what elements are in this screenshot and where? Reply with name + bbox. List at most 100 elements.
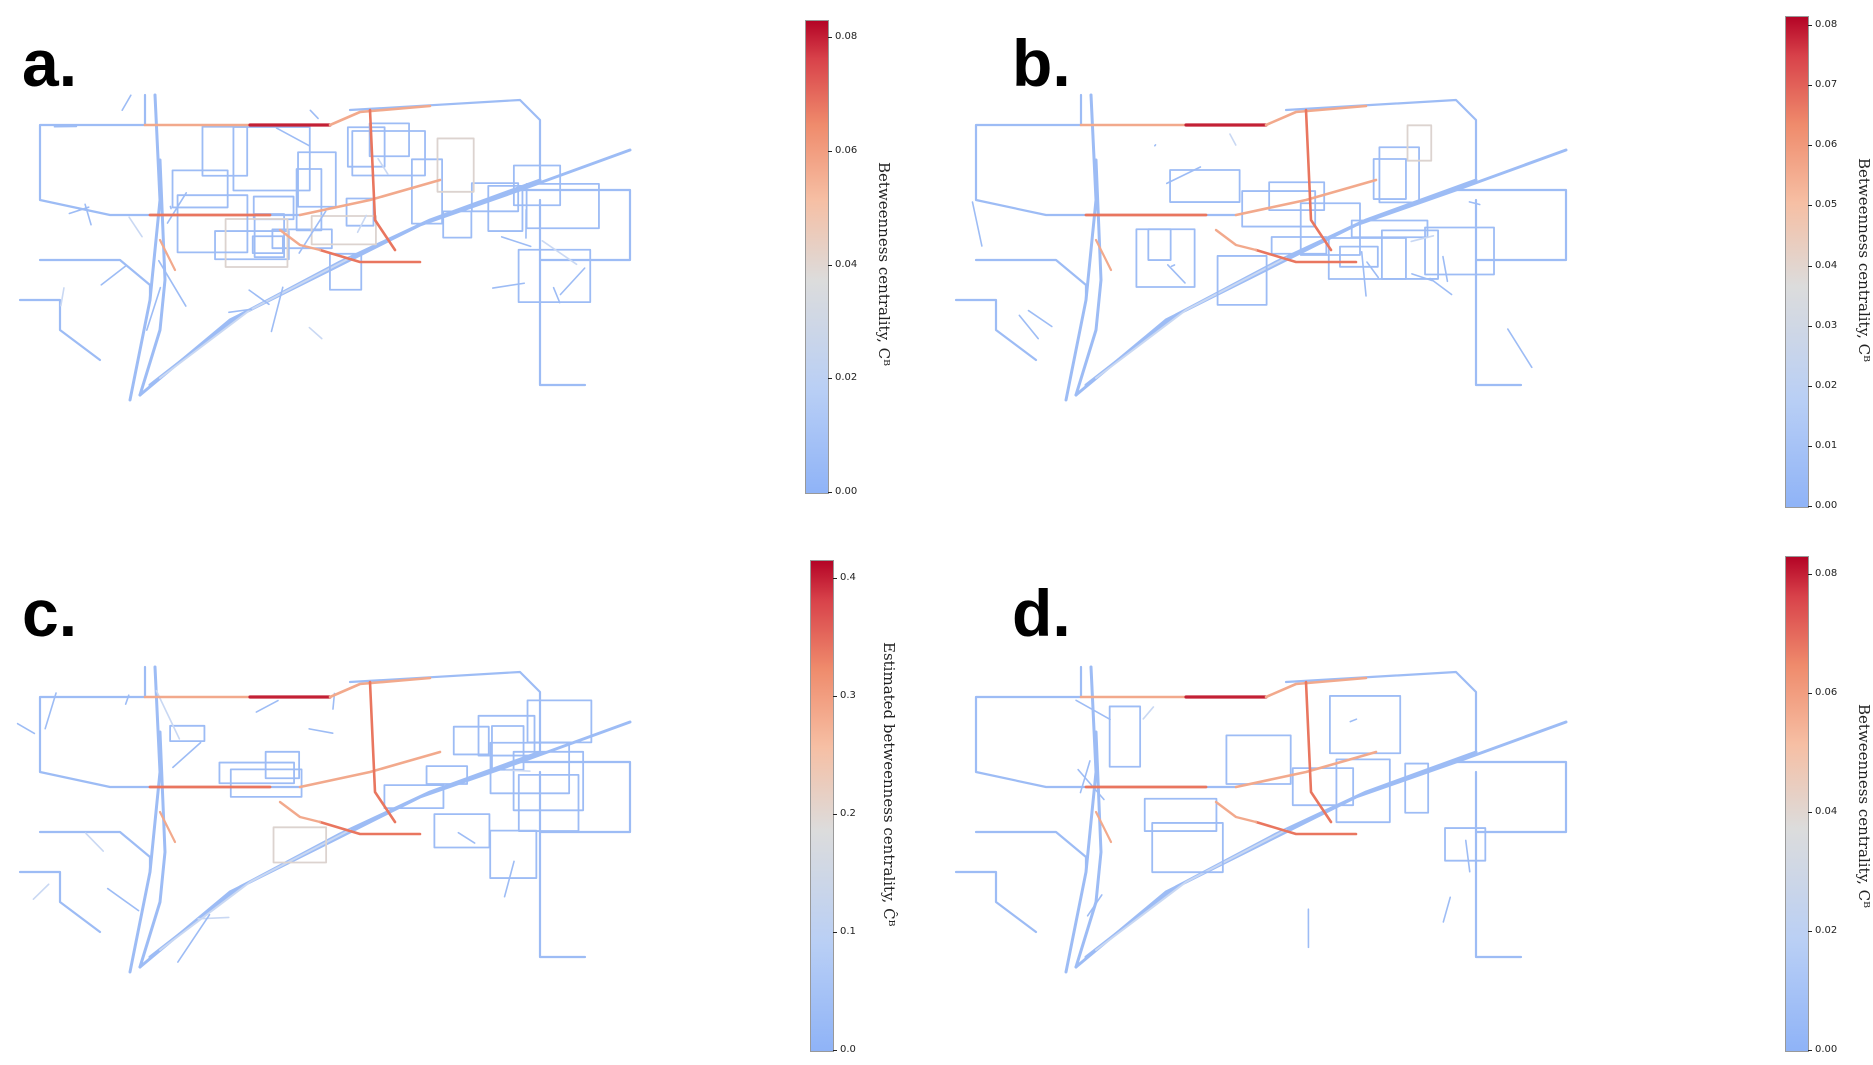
road-segment — [1254, 820, 1358, 836]
road-segment — [491, 282, 525, 289]
road-segment — [16, 722, 36, 735]
road-segment — [166, 192, 188, 224]
road-network-map-c — [16, 665, 632, 974]
road-segment — [308, 326, 323, 340]
road-segment — [491, 725, 525, 771]
colorbar-tick: 0.00 — [1808, 1044, 1837, 1055]
road-segment — [1264, 676, 1368, 699]
road-segment — [377, 157, 389, 176]
road-segment — [1074, 148, 1568, 397]
road-segment — [38, 830, 152, 874]
colorbar-gradient-b — [1785, 16, 1809, 508]
road-segment — [518, 760, 632, 834]
road-segment — [157, 259, 187, 307]
road-segment — [512, 164, 562, 207]
road-network-map-d — [954, 665, 1568, 974]
road-segment — [1454, 188, 1568, 262]
road-segment — [974, 258, 1088, 302]
road-segment — [1170, 264, 1176, 268]
road-segment — [1075, 699, 1111, 721]
road-segment — [308, 728, 334, 735]
road-segment — [974, 830, 1088, 874]
road-segment — [197, 916, 230, 920]
road-segment — [232, 126, 311, 192]
road-segment — [169, 205, 172, 210]
colorbar-tick: 0.05 — [1808, 199, 1837, 210]
road-segment — [368, 680, 397, 824]
road-segment — [348, 670, 542, 754]
road-segment — [1284, 670, 1478, 754]
colorbar-tick: 0.04 — [828, 259, 857, 270]
colorbar-tick: 0.06 — [828, 145, 857, 156]
road-segment — [1335, 758, 1391, 824]
colorbar-tick: 0.04 — [1808, 806, 1837, 817]
road-segment — [270, 286, 284, 333]
panel-a: a. 0.00 0.02 0.04 0.06 0.08 Betweenness cent… — [0, 0, 936, 532]
colorbar-tick: 0.2 — [833, 808, 856, 819]
colorbar-tick: 0.03 — [1808, 320, 1837, 331]
road-segment — [1474, 770, 1523, 959]
colorbar-tick: 0.04 — [1808, 260, 1837, 271]
road-segment — [1027, 309, 1053, 328]
road-segment — [169, 724, 206, 743]
road-segment — [278, 800, 322, 824]
colorbar-gradient-d — [1785, 556, 1809, 1052]
road-segment — [1064, 93, 1098, 402]
road-segment — [272, 826, 328, 864]
road-segment — [1154, 144, 1157, 147]
colorbar-tick: 0.02 — [1808, 380, 1837, 391]
road-segment — [1411, 273, 1434, 282]
road-segment — [1166, 264, 1186, 284]
road-segment — [442, 210, 473, 239]
road-segment — [1254, 248, 1358, 264]
road-segment — [318, 248, 422, 264]
road-segment — [172, 741, 202, 769]
road-segment — [218, 761, 295, 785]
road-segment — [252, 195, 295, 221]
road-segment — [1216, 255, 1268, 306]
road-segment — [1095, 829, 1287, 951]
road-segment — [121, 94, 132, 112]
road-segment — [526, 699, 593, 744]
road-segment — [1234, 178, 1378, 217]
road-segment — [383, 784, 445, 810]
colorbar-tick: 0.4 — [833, 572, 856, 583]
road-segment — [68, 206, 90, 215]
road-segment — [452, 725, 490, 756]
road-segment — [1264, 104, 1368, 127]
road-segment — [148, 750, 542, 959]
road-segment — [503, 860, 515, 898]
colorbar-tick: 0.07 — [1808, 79, 1837, 90]
road-segment — [954, 870, 1038, 934]
colorbar-tick: 0.02 — [828, 372, 857, 383]
road-segment — [295, 168, 323, 232]
road-segment — [1329, 695, 1402, 755]
road-segment — [1108, 705, 1142, 768]
colorbar-tick: 0.01 — [1808, 440, 1837, 451]
road-segment — [329, 252, 363, 291]
road-segment — [1410, 234, 1435, 243]
road-segment — [32, 883, 50, 900]
road-segment — [328, 104, 432, 127]
road-segment — [505, 769, 531, 772]
colorbar-tick: 0.08 — [828, 31, 857, 42]
colorbar-tick: 0.08 — [1808, 568, 1837, 579]
road-segment — [517, 248, 592, 304]
road-segment — [176, 194, 249, 254]
road-segment — [489, 829, 538, 879]
road-segment — [18, 870, 102, 934]
road-segment — [517, 773, 580, 832]
road-segment — [538, 770, 587, 959]
colorbar-tick: 0.00 — [1808, 500, 1837, 511]
road-segment — [253, 213, 286, 258]
road-segment — [559, 267, 586, 296]
road-segment — [433, 813, 491, 849]
road-segment — [44, 692, 57, 730]
road-segment — [1291, 767, 1355, 807]
road-segment — [1429, 277, 1453, 296]
road-segment — [1074, 720, 1568, 969]
road-segment — [1284, 98, 1478, 182]
road-segment — [201, 125, 249, 177]
road-segment — [1135, 228, 1196, 288]
road-segment — [368, 108, 397, 252]
